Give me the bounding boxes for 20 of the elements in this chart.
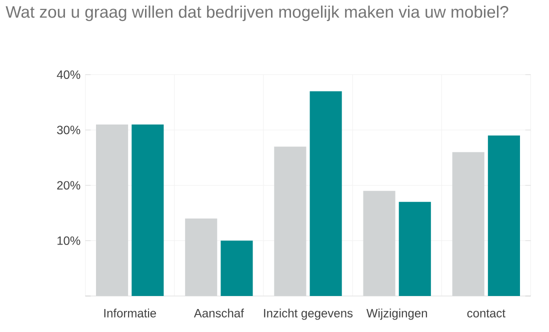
bar [310,91,342,296]
x-tick-label: Inzicht gegevens [264,308,353,320]
chart-title: Wat zou u graag willen dat bedrijven mogelijk maken via uw mobiel? [6,6,508,22]
bar [488,136,520,296]
x-tick-label: contact [467,310,506,318]
x-tick-label: Informatie [104,308,156,318]
bar [274,146,306,296]
bar [452,152,484,296]
y-tick-label: 40% [56,70,80,79]
bar [363,190,396,296]
y-tick-label: 20% [57,181,80,190]
y-tick-label: 30% [57,126,80,134]
bar [96,124,128,296]
bar [398,202,431,296]
bar [132,124,164,296]
bar [220,240,253,296]
x-tick-label: Wijzigingen [366,308,427,320]
bar [185,218,218,296]
y-tick-label: 10% [58,236,80,245]
x-tick-label: Aanschaf [194,308,244,318]
